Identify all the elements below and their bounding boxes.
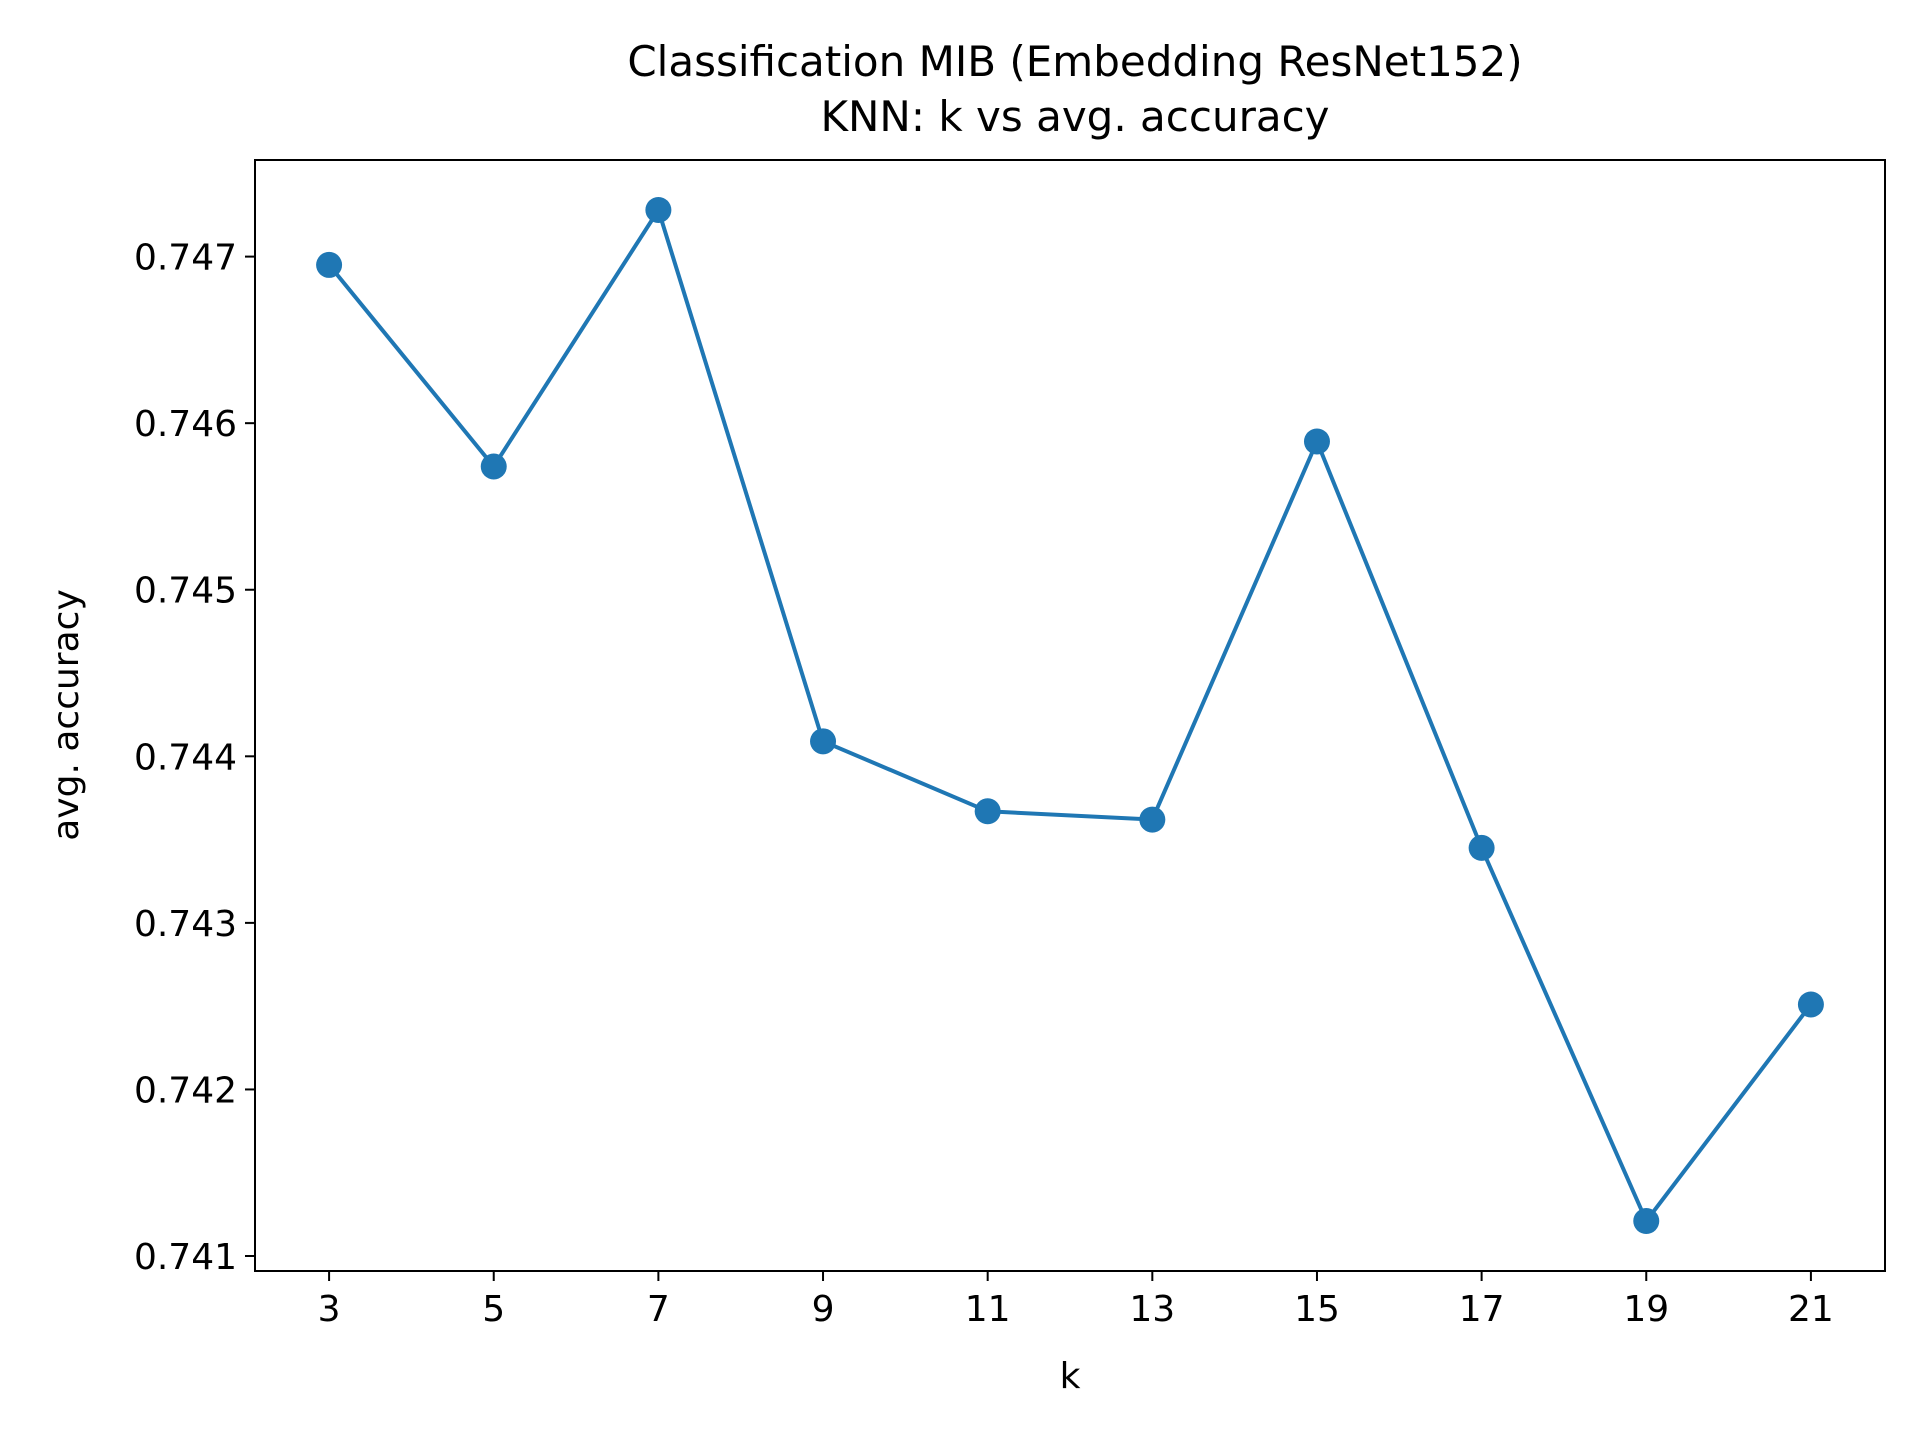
x-tick-label: 7 [647, 1289, 670, 1330]
x-tick-label: 19 [1623, 1289, 1669, 1330]
plot-area-frame [254, 159, 1886, 1272]
chart-title: Classification MIB (Embedding ResNet152) [627, 37, 1522, 86]
chart-subtitle: KNN: k vs avg. accuracy [820, 92, 1329, 141]
x-tick-label: 17 [1459, 1289, 1505, 1330]
data-point [316, 251, 343, 278]
data-point [1633, 1208, 1660, 1235]
y-tick-label: 0.745 [134, 571, 237, 612]
data-point [480, 453, 507, 480]
y-tick-label: 0.744 [134, 737, 237, 778]
y-tick-label: 0.747 [134, 238, 237, 279]
y-tick-label: 0.741 [134, 1237, 237, 1278]
data-point [1303, 428, 1330, 455]
x-tick-label: 13 [1129, 1289, 1175, 1330]
x-tick-label: 9 [812, 1289, 835, 1330]
y-axis-label: avg. accuracy [46, 589, 87, 841]
y-tick-label: 0.746 [134, 404, 237, 445]
x-tick-label: 15 [1294, 1289, 1340, 1330]
x-tick-label: 11 [965, 1289, 1011, 1330]
series-layer [316, 196, 1824, 1235]
y-tick-label: 0.742 [134, 1070, 237, 1111]
x-axis: 3 5 7 9 11 13 15 17 19 21 [318, 1271, 1834, 1330]
data-point [810, 728, 837, 755]
x-axis-label: k [1060, 1356, 1081, 1397]
x-tick-label: 21 [1788, 1289, 1834, 1330]
data-point [1797, 991, 1824, 1018]
x-tick-label: 3 [318, 1289, 341, 1330]
y-tick-label: 0.743 [134, 904, 237, 945]
x-tick-label: 5 [482, 1289, 505, 1330]
data-point [1139, 806, 1166, 833]
series-line [327, 208, 1813, 1223]
data-point [645, 196, 672, 223]
data-point [974, 798, 1001, 825]
y-axis: 0.741 0.742 0.743 0.744 0.745 0.746 0.747 [134, 238, 255, 1278]
data-point [1468, 834, 1495, 861]
